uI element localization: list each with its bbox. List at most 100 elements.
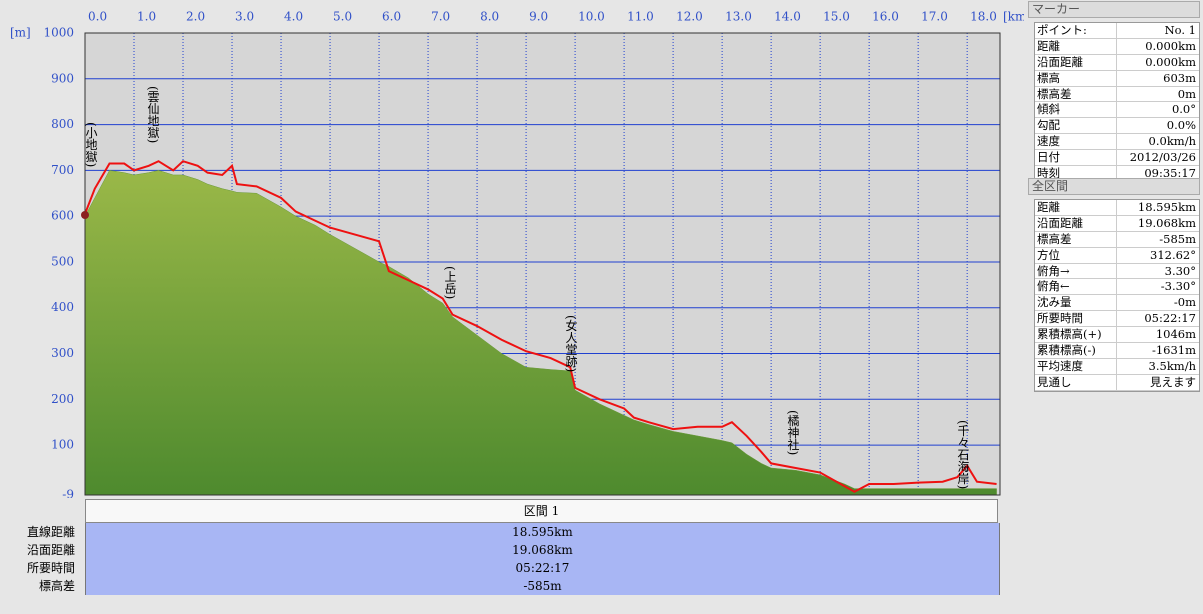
row-label: 標高差 [1035,86,1117,102]
y-tick-label: 300 [51,346,74,360]
row-value: -585m [1159,231,1196,246]
panel-title: 全区間 [1028,178,1200,195]
section-row: 直線距離 18.595km [0,523,1000,541]
row-label: 勾配 [1035,118,1117,134]
row-label: 速度 [1035,134,1117,150]
row-label: 沿面距離 [26,543,75,557]
panel-row: 俯角← -3.30° [1035,279,1199,296]
x-tick-label: 1.0 [137,10,156,24]
row-value: 3.30° [1164,263,1196,278]
y-tick-label: 1000 [43,26,74,40]
y-tick-label: 400 [51,300,74,314]
x-tick-label: 9.0 [529,10,548,24]
panel-row: 日付 2012/03/26 [1035,150,1199,167]
row-label: 所要時間 [26,561,75,575]
annotation: (橘神社) [786,410,800,455]
y-tick-label: -9 [62,488,74,499]
panel-title: マーカー [1028,1,1200,18]
x-tick-label: 7.0 [431,10,450,24]
row-label: 距離 [1035,38,1117,54]
row-value: 3.5km/h [1148,358,1196,373]
row-label: 累積標高(+) [1035,327,1117,343]
x-tick-label: 13.0 [725,10,752,24]
x-tick-label: 4.0 [284,10,303,24]
row-value: 0.0% [1166,118,1196,133]
row-label: 標高 [1035,70,1117,86]
panel-row: 累積標高(+) 1046m [1035,327,1199,344]
y-tick-label: 500 [51,254,74,268]
row-label: 日付 [1035,150,1117,166]
x-unit: [km] [1003,10,1024,24]
panel-row: 標高 603m [1035,70,1199,87]
row-label: 沿面距離 [1035,54,1117,70]
section-header: 区間 1 [85,499,998,523]
panel-table: ポイント: No. 1 距離 0.000km 沿面距離 0.000km 標高 603m 標高差 0… [1034,22,1200,183]
row-value: 0.000km [1145,54,1196,69]
panel-row: 距離 0.000km [1035,38,1199,55]
row-label: 累積標高(-) [1035,343,1117,358]
panel-row: 沿面距離 0.000km [1035,54,1199,71]
x-tick-label: 8.0 [480,10,499,24]
panel-row: ポイント: No. 1 [1035,23,1199,39]
row-value: 18.595km [1137,200,1196,214]
terrain-area [84,170,997,496]
row-value: 05:22:17 [1144,311,1196,326]
row-label: 時刻 [1035,166,1117,181]
x-tick-label: 16.0 [872,10,899,24]
panel-row: 速度 0.0km/h [1035,134,1199,151]
chart: [m] [km] -9 100 200 300 400 500 600 700 800 900 10… [10,10,1024,499]
row-label: 平均速度 [1035,358,1117,374]
panel-row: 方位 312.62° [1035,247,1199,264]
row-label: 所要時間 [1035,311,1117,327]
row-value: -0m [1173,295,1196,310]
row-label: 直線距離 [26,525,75,539]
x-tick-label: 5.0 [333,10,352,24]
panel-table: 距離 18.595km 沿面距離 19.068km 標高差 -585m 方位 312.62° 俯… [1034,199,1200,392]
x-tick-label: 17.0 [921,10,948,24]
x-tick-label: 3.0 [235,10,254,24]
row-label: 方位 [1035,247,1117,263]
row-label: 標高差 [38,579,75,593]
y-unit: [m] [10,26,31,40]
y-tick-label: 600 [51,209,74,223]
panel-row: 標高差 -585m [1035,231,1199,248]
row-value: 603m [1163,70,1196,85]
row-value: 0m [1177,86,1196,101]
x-tick-label: 11.0 [627,10,654,24]
section-row: 沿面距離 19.068km [0,541,1000,559]
total-panel: 全区間 距離 18.595km 沿面距離 19.068km 標高差 -585m 方位 312.6… [1028,178,1200,392]
panel-row: 勾配 0.0% [1035,118,1199,135]
x-tick-label: 6.0 [382,10,401,24]
row-value: -585m [85,577,1000,595]
annotation: (女人堂跡) [564,315,578,372]
panel-row: 沿面距離 19.068km [1035,215,1199,232]
x-tick-label: 15.0 [823,10,850,24]
row-value: 05:22:17 [85,559,1000,577]
row-value: 312.62° [1150,247,1196,262]
section-table: 区間 1 直線距離 18.595km 沿面距離 19.068km 所要時間 05:22:17… [0,499,1000,595]
x-tick-label: 14.0 [774,10,801,24]
panel-row: 標高差 0m [1035,86,1199,103]
marker-panel: マーカーポイント: No. 1 距離 0.000km 沿面距離 0.000km 標高 603m… [1028,1,1200,183]
row-label: 俯角← [1035,279,1117,295]
x-tick-label: 18.0 [970,10,997,24]
row-label: 沈み量 [1035,295,1117,311]
row-label: 標高差 [1035,231,1117,247]
panel-row: 平均速度 3.5km/h [1035,358,1199,375]
row-value: 18.595km [85,523,1000,541]
panel-row: 俯角→ 3.30° [1035,263,1199,280]
y-tick-label: 700 [51,163,74,177]
row-value: 0.000km [1145,38,1196,53]
row-value: 19.068km [1137,215,1196,230]
row-value: 0.0° [1171,102,1196,117]
row-value: 1046m [1155,327,1196,342]
x-tick-label: 10.0 [578,10,605,24]
row-label: 見通し [1035,374,1117,390]
panel-row: 見通し 見えます [1035,374,1199,391]
annotation: (雲仙地獄) [146,86,160,143]
panel-row: 所要時間 05:22:17 [1035,311,1199,328]
row-label: 俯角→ [1035,263,1117,279]
section-row: 標高差 -585m [0,577,1000,595]
x-tick-label: 2.0 [186,10,205,24]
